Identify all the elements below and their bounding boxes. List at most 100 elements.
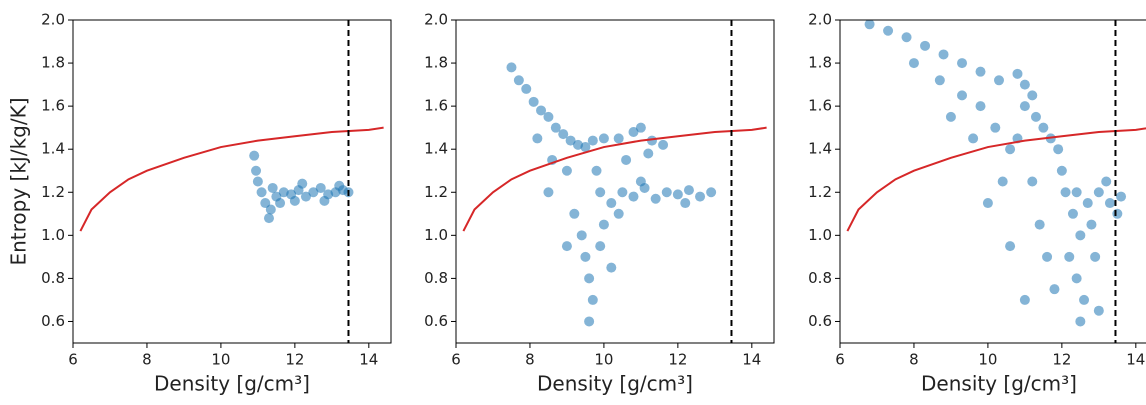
- scatter-point: [997, 176, 1008, 187]
- scatter-point: [1019, 101, 1030, 112]
- scatter-point: [706, 187, 717, 198]
- x-tick-label: 12: [285, 351, 304, 369]
- y-tick-label: 2.0: [41, 11, 65, 29]
- scatter-point: [297, 178, 308, 189]
- scatter-point: [249, 150, 260, 161]
- scatter-point: [1086, 219, 1097, 230]
- x-tick-label: 14: [1126, 351, 1145, 369]
- scatter-point: [1079, 294, 1090, 305]
- scatter-point: [252, 176, 263, 187]
- scatter-point: [1005, 241, 1016, 252]
- scatter-point: [565, 135, 576, 146]
- scatter-point: [265, 204, 276, 215]
- scatter-point: [334, 180, 345, 191]
- plot-area: [79, 20, 384, 343]
- scatter-point: [635, 122, 646, 133]
- scatter-point: [251, 165, 262, 176]
- curve: [846, 127, 1146, 232]
- y-tick-label: 1.0: [424, 226, 448, 244]
- scatter-point: [591, 165, 602, 176]
- scatter-point: [672, 189, 683, 200]
- y-tick-label: 1.4: [424, 140, 448, 158]
- scatter-point: [613, 133, 624, 144]
- scatter-point: [1034, 219, 1045, 230]
- scatter-point: [1082, 198, 1093, 209]
- scatter-point: [275, 198, 286, 209]
- y-tick-label: 0.8: [424, 269, 448, 287]
- scatter-point: [267, 182, 278, 193]
- scatter-point: [968, 133, 979, 144]
- y-tick-label: 1.6: [424, 97, 448, 115]
- scatter-point: [957, 90, 968, 101]
- x-tick-label: 6: [451, 351, 461, 369]
- scatter-point: [606, 262, 617, 273]
- scatter-point: [561, 241, 572, 252]
- scatter-point: [1005, 144, 1016, 155]
- x-tick-label: 10: [978, 351, 997, 369]
- scatter-point: [598, 133, 609, 144]
- x-tick-label: 8: [142, 351, 152, 369]
- scatter-point: [938, 49, 949, 60]
- scatter-point: [606, 198, 617, 209]
- scatter-point: [643, 148, 654, 159]
- scatter-point: [934, 75, 945, 86]
- scatter-point: [587, 294, 598, 305]
- scatter-point: [635, 176, 646, 187]
- scatter-point: [308, 187, 319, 198]
- scatter-point: [994, 75, 1004, 86]
- y-axis-label: Entropy [kJ/kg/K]: [7, 97, 31, 265]
- scatter-point: [1027, 176, 1038, 187]
- scatter-point: [1101, 176, 1112, 187]
- scatter-point: [569, 208, 580, 219]
- y-tick-label: 1.8: [424, 54, 448, 72]
- scatter-point: [584, 273, 595, 284]
- x-tick-label: 8: [525, 351, 535, 369]
- scatter-point: [1093, 187, 1104, 198]
- scatter-point: [256, 187, 267, 198]
- scatter-point: [598, 219, 609, 230]
- scatter-point: [584, 316, 595, 327]
- y-tick-label: 1.0: [41, 226, 65, 244]
- scatter-point: [621, 154, 632, 165]
- scatter-point: [1090, 251, 1101, 262]
- y-tick-label: 1.4: [41, 140, 65, 158]
- axes-frame: [839, 19, 1146, 344]
- x-axis-label: Density [g/cm³]: [537, 372, 693, 396]
- y-tick-label: 0.8: [41, 269, 65, 287]
- y-tick-label: 1.0: [808, 226, 832, 244]
- scatter-point: [1038, 122, 1049, 133]
- y-tick-label: 1.6: [808, 97, 832, 115]
- scatter-point: [550, 122, 561, 133]
- scatter-point: [650, 193, 661, 204]
- scatter-point: [1049, 284, 1060, 295]
- scatter-point: [1071, 187, 1082, 198]
- x-tick-label: 10: [211, 351, 230, 369]
- scatter-point: [319, 195, 330, 206]
- scatter-point: [513, 75, 524, 86]
- y-tick-label: 1.2: [424, 183, 448, 201]
- scatter-point: [661, 187, 672, 198]
- axes-frame: [455, 19, 775, 344]
- x-axis-label: Density [g/cm³]: [154, 372, 310, 396]
- y-tick-label: 1.2: [808, 183, 832, 201]
- y-tick-label: 0.6: [41, 312, 65, 330]
- panel: 0.6 0.8 1.0 1.2 1.4 1.6 1.8 2.0 6 8 10 12 14 Density …: [808, 11, 1146, 396]
- scatter-point: [561, 165, 572, 176]
- scatter-point: [658, 139, 669, 150]
- scatter-point: [532, 133, 543, 144]
- scatter-point: [543, 111, 554, 122]
- scatter-point: [1112, 208, 1123, 219]
- scatter-point: [263, 213, 274, 224]
- y-tick-label: 2.0: [424, 11, 448, 29]
- y-tick-label: 1.4: [808, 140, 832, 158]
- scatter-point: [289, 195, 300, 206]
- scatter-point: [1030, 111, 1041, 122]
- scatter-point: [315, 182, 326, 193]
- scatter-point: [506, 62, 517, 73]
- y-tick-label: 2.0: [808, 11, 832, 29]
- scatter-point: [576, 230, 587, 241]
- y-tick-label: 1.6: [41, 97, 65, 115]
- scatter-point: [1012, 68, 1023, 79]
- x-tick-label: 10: [594, 351, 613, 369]
- scatter-point: [1053, 144, 1064, 155]
